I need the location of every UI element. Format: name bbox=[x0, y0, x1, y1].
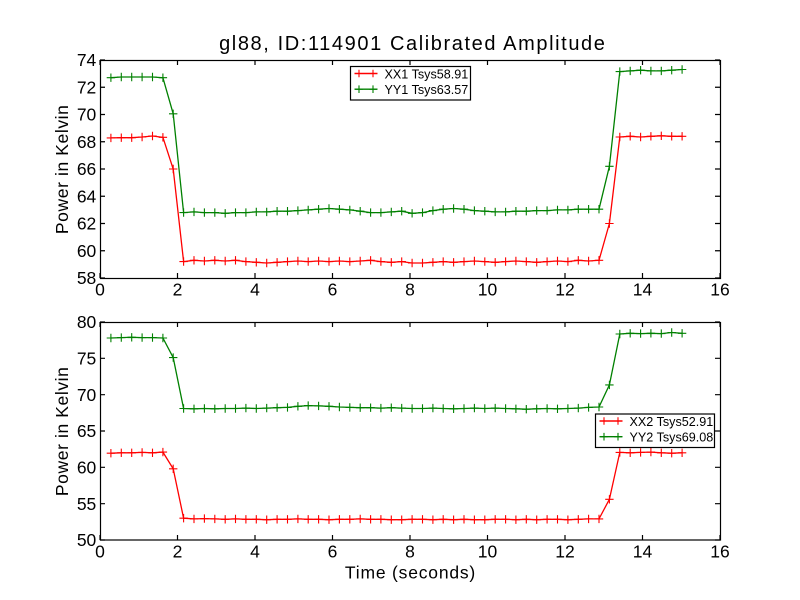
svg-text:70: 70 bbox=[77, 105, 97, 125]
svg-text:10: 10 bbox=[478, 542, 498, 562]
svg-text:YY1 Tsys63.57: YY1 Tsys63.57 bbox=[385, 83, 469, 97]
svg-text:6: 6 bbox=[328, 280, 338, 300]
svg-text:75: 75 bbox=[77, 349, 96, 369]
svg-text:0: 0 bbox=[95, 542, 105, 562]
svg-text:70: 70 bbox=[77, 385, 97, 405]
svg-text:50: 50 bbox=[77, 530, 97, 550]
svg-text:55: 55 bbox=[77, 494, 96, 514]
svg-text:2: 2 bbox=[173, 542, 183, 562]
svg-text:64: 64 bbox=[77, 186, 97, 206]
svg-text:Time (seconds): Time (seconds) bbox=[345, 563, 476, 583]
svg-text:58: 58 bbox=[77, 268, 96, 288]
svg-text:12: 12 bbox=[555, 280, 574, 300]
svg-text:Power in Kelvin: Power in Kelvin bbox=[52, 104, 72, 234]
svg-text:8: 8 bbox=[405, 542, 415, 562]
svg-text:6: 6 bbox=[328, 542, 338, 562]
svg-text:14: 14 bbox=[633, 280, 653, 300]
svg-text:74: 74 bbox=[77, 50, 97, 70]
svg-text:60: 60 bbox=[77, 458, 97, 478]
svg-text:8: 8 bbox=[405, 280, 415, 300]
svg-text:4: 4 bbox=[250, 280, 260, 300]
svg-text:14: 14 bbox=[633, 542, 653, 562]
svg-text:YY2 Tsys69.08: YY2 Tsys69.08 bbox=[630, 431, 714, 445]
svg-text:16: 16 bbox=[710, 542, 729, 562]
svg-text:62: 62 bbox=[77, 214, 96, 234]
svg-text:XX2 Tsys52.91: XX2 Tsys52.91 bbox=[630, 415, 714, 429]
svg-text:2: 2 bbox=[173, 280, 183, 300]
svg-text:0: 0 bbox=[95, 280, 105, 300]
svg-text:68: 68 bbox=[77, 132, 96, 152]
svg-text:12: 12 bbox=[555, 542, 574, 562]
svg-text:gl88, ID:114901 Calibrated Amp: gl88, ID:114901 Calibrated Amplitude bbox=[219, 33, 606, 55]
svg-text:16: 16 bbox=[710, 280, 729, 300]
svg-text:66: 66 bbox=[77, 159, 96, 179]
svg-text:80: 80 bbox=[77, 312, 97, 332]
svg-text:XX1 Tsys58.91: XX1 Tsys58.91 bbox=[385, 67, 469, 81]
svg-text:Power in Kelvin: Power in Kelvin bbox=[52, 366, 72, 496]
svg-text:10: 10 bbox=[478, 280, 498, 300]
svg-text:4: 4 bbox=[250, 542, 260, 562]
svg-text:72: 72 bbox=[77, 78, 96, 98]
svg-text:65: 65 bbox=[77, 421, 96, 441]
svg-text:60: 60 bbox=[77, 241, 97, 261]
